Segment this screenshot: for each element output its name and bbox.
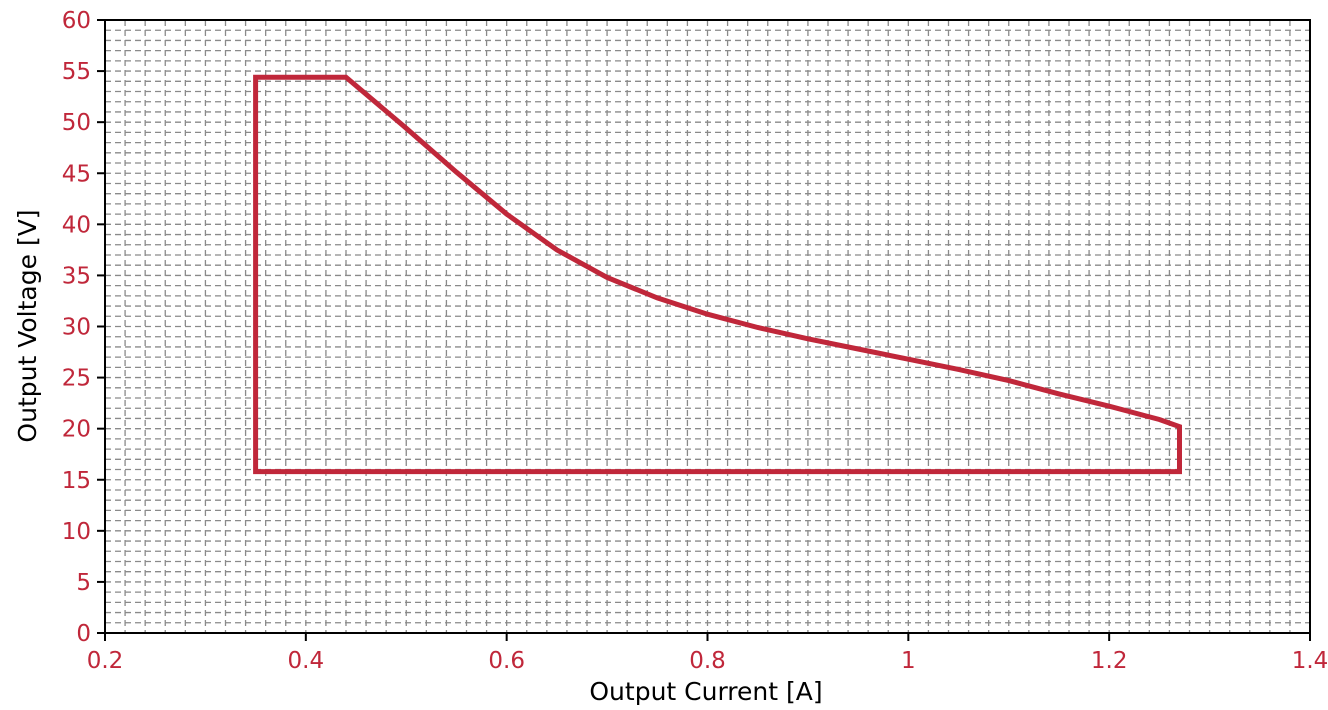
- x-axis-ticks: 0.2 0.4 0.6 0.8 1 1.2 1.4: [87, 633, 1328, 674]
- y-tick-label: 25: [62, 366, 91, 392]
- y-tick-label: 10: [62, 519, 91, 545]
- x-axis-title: Output Current [A]: [589, 677, 822, 706]
- x-tick-label: 0.6: [488, 648, 525, 674]
- series-layer: [253, 74, 1182, 475]
- x-tick-label: 1: [901, 648, 916, 674]
- y-tick-label: 50: [62, 110, 91, 136]
- y-tick-label: 15: [62, 468, 91, 494]
- y-tick-label: 0: [76, 621, 91, 647]
- x-tick-label: 0.8: [689, 648, 726, 674]
- x-tick-label: 0.4: [288, 648, 325, 674]
- y-tick-label: 35: [62, 263, 91, 289]
- y-tick-label: 30: [62, 315, 91, 341]
- y-tick-label: 5: [76, 570, 91, 596]
- x-tick-label: 1.4: [1292, 648, 1328, 674]
- x-tick-label: 0.2: [87, 648, 124, 674]
- grid: [105, 20, 1310, 633]
- y-tick-label: 20: [62, 417, 91, 443]
- y-axis-ticks: 0 5 10 15 20 25 30 35 40 45 50 55 60: [62, 8, 105, 647]
- x-tick-label: 1.2: [1091, 648, 1128, 674]
- series-line-0: [253, 74, 1182, 475]
- y-tick-label: 40: [62, 212, 91, 238]
- y-tick-label: 55: [62, 59, 91, 85]
- y-tick-label: 60: [62, 8, 91, 34]
- y-axis-title: Output Voltage [V]: [13, 209, 42, 442]
- y-tick-label: 45: [62, 161, 91, 187]
